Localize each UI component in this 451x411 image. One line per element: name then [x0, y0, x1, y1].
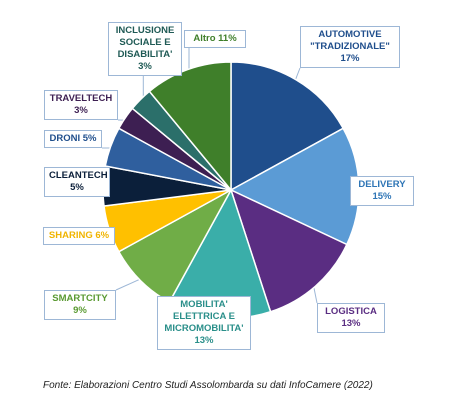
- slice-label: SHARING 6%: [43, 227, 115, 245]
- slice-label-line: ELETTRICA E: [173, 311, 235, 322]
- slice-label: DRONI 5%: [44, 130, 102, 148]
- slice-label-line: SHARING 6%: [48, 230, 110, 241]
- slice-label-line: MICROMOBILITA': [164, 323, 244, 334]
- slice-label-line: 17%: [340, 53, 360, 64]
- slice-label: SMARTCITY 9%: [44, 290, 116, 320]
- slice-label-line: 13%: [194, 335, 214, 346]
- slice-label: Altro 11%: [184, 30, 246, 48]
- slice-label-line: INCLUSIONE: [115, 25, 175, 36]
- slice-label-line: MOBILITA': [180, 299, 228, 310]
- slice-label-line: DRONI 5%: [49, 133, 97, 144]
- slice-label: DELIVERY 15%: [350, 176, 414, 206]
- pie-slice: [230, 61, 345, 192]
- slice-label-line: LOGISTICA: [325, 306, 377, 317]
- slice-label-line: DISABILITA': [117, 49, 173, 60]
- slice-label-line: SMARTCITY: [52, 293, 108, 304]
- pie-slice: [148, 61, 232, 193]
- slice-label-line: DELIVERY: [358, 179, 406, 190]
- slice-label: CLEANTECH 5%: [44, 167, 110, 197]
- slice-label-line: 15%: [372, 191, 392, 202]
- slice-label: LOGISTICA 13%: [317, 303, 385, 333]
- slice-label-line: SOCIALE E: [119, 37, 171, 48]
- slice-label-line: 3%: [74, 105, 88, 116]
- slice-label: MOBILITA' ELETTRICA E MICROMOBILITA' 13%: [157, 296, 251, 350]
- slice-label-line: 3%: [138, 61, 152, 72]
- slice-label-line: 9%: [73, 305, 87, 316]
- pie-slices: [102, 61, 360, 319]
- slice-label-line: Altro 11%: [193, 33, 237, 44]
- slice-label: INCLUSIONE SOCIALE E DISABILITA' 3%: [108, 22, 182, 76]
- slice-label: TRAVELTECH 3%: [44, 90, 118, 120]
- slice-label-line: "TRADIZIONALE": [310, 41, 390, 52]
- slice-label-line: CLEANTECH: [49, 170, 108, 181]
- slice-label-line: 13%: [341, 318, 361, 329]
- slice-label-line: 5%: [70, 182, 84, 193]
- pie-slice: [229, 188, 348, 313]
- slice-label: AUTOMOTIVE "TRADIZIONALE" 17%: [300, 26, 400, 68]
- slice-label-line: AUTOMOTIVE: [318, 29, 382, 40]
- slice-label-line: TRAVELTECH: [49, 93, 113, 104]
- source-note: Fonte: Elaborazioni Centro Studi Assolom…: [43, 380, 373, 391]
